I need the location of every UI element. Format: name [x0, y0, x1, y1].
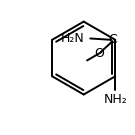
Text: NH₂: NH₂	[103, 93, 127, 106]
Text: C: C	[108, 33, 117, 46]
Text: O: O	[94, 47, 104, 60]
Text: H₂N: H₂N	[61, 32, 85, 45]
